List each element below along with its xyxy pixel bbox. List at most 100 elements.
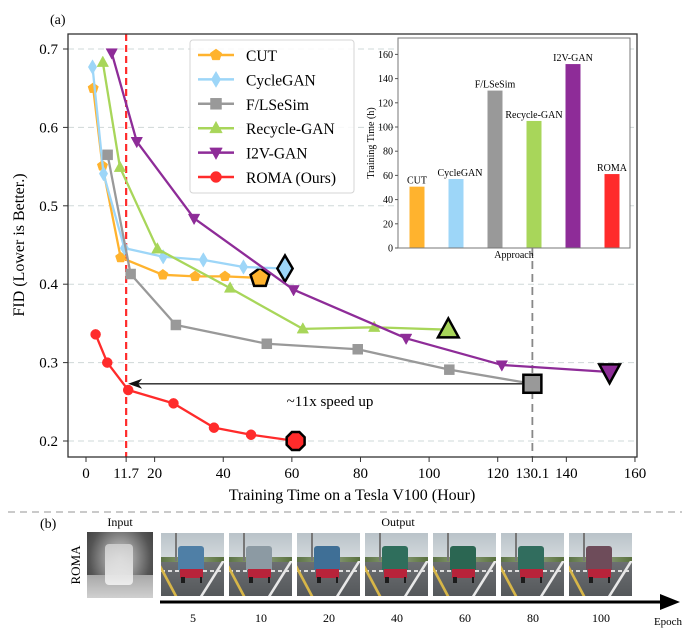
final-point-marker [249,266,271,288]
thumb-truck-body [246,545,273,570]
thumb-pole [310,533,313,562]
epoch-label: 20 [323,611,335,625]
thumb-truck-chassis [451,568,475,578]
row-label: ROMA [68,545,83,585]
legend-swatch-marker [211,70,221,88]
speedup-arrowhead [128,378,143,389]
series-recycle-gan [96,55,461,339]
data-point-marker [287,285,300,297]
input-thermal-image [87,532,153,598]
output-thumbnail-epoch-10 [228,532,293,597]
thumb-truck-chassis [383,568,407,578]
x-tick-label: 11.7 [113,466,139,482]
inset-y-tick-label: 60 [383,171,393,182]
data-point-marker [90,329,101,340]
x-tick-label: 60 [284,466,299,482]
bar-cut [409,186,425,248]
data-point-marker [399,333,413,346]
main-series-group [87,48,623,452]
inset-y-tick-label: 40 [383,195,393,206]
bar-label-roma: ROMA [597,163,628,174]
x-tick-label: 20 [147,466,162,482]
series-f-lsesim [102,149,543,395]
thumb-truck-chassis [315,568,339,578]
thumb-pole [446,533,449,562]
output-thumbnail-epoch-100 [568,532,633,597]
input-truck [105,543,134,585]
y-tick-label: 0.3 [39,356,58,372]
bar-cyclegan [448,179,464,248]
data-point-marker [115,251,127,263]
bar-label-i2v-gan: I2V-GAN [553,53,593,64]
y-axis-ticks: 0.2 0.3 0.4 0.5 0.6 0.7 [39,42,68,450]
x-tick-label: 40 [216,466,231,482]
epoch-label: 40 [391,611,403,625]
thumb-truck-chassis [519,568,543,578]
main-axes-frame [67,33,638,458]
epoch-label: 5 [190,611,196,625]
thumb-truck-wheels [520,577,542,583]
final-point-marker [522,373,543,395]
y-tick-label: 0.6 [39,120,58,136]
inset-y-tick-label: 20 [383,219,393,230]
data-point-marker [198,252,208,268]
legend-entry-recycle-gan: Recycle-GAN [198,120,335,138]
series-i2v-gan [105,48,623,386]
legend-label: CUT [246,48,278,65]
legend-swatch-marker [209,48,223,61]
y-tick-label: 0.2 [39,434,58,450]
epoch-axis-label: Epoch [654,616,683,628]
data-point-marker [151,242,164,254]
data-point-marker [238,259,249,275]
thumb-truck-wheels [180,577,202,583]
epoch-label: 80 [527,611,539,625]
legend-entry-cut: CUT [198,48,278,65]
epoch-axis-arrowhead [660,594,680,610]
thumb-truck-body [586,545,613,570]
speedup-text: ~11x speed up [287,394,374,410]
thumb-truck-wheels [588,577,610,583]
thumb-pole [514,533,517,562]
panel-a-label: (a) [50,13,66,28]
x-axis-label: Training Time on a Tesla V100 (Hour) [229,487,476,504]
data-point-marker [102,149,113,161]
epoch-tick-labels: 5 10 20 40 60 80 100 [190,611,610,625]
legend-swatch-marker [210,98,222,110]
epoch-label: 10 [255,611,267,625]
data-point-marker [113,160,127,172]
thumb-pole [582,533,585,562]
data-point-marker [223,281,237,293]
series-roma-ours [90,329,306,452]
thumb-truck-chassis [247,568,271,578]
legend-swatch-marker [210,171,222,183]
inset-y-label: Training Time (h) [366,107,377,178]
legend-entry-i2v-gan: I2V-GAN [198,146,307,163]
bar-i2v-gan [565,64,581,248]
legend-entry-f-lsesim: F/LSeSim [198,97,309,114]
inset-y-ticks: 0 20 40 60 80 100 120 140 160 [378,50,398,255]
x-tick-label: 120 [486,466,509,482]
thumb-pole [378,533,381,562]
data-point-marker [122,384,134,396]
legend-entry-roma-ours: ROMA (Ours) [198,170,336,187]
input-label: Input [107,515,133,529]
thumb-pole [174,533,177,562]
thumb-truck-body [314,545,341,570]
data-point-marker [187,213,201,226]
legend-label: ROMA (Ours) [246,170,336,187]
y-axis-label: FID (Lower is Better.) [11,173,28,316]
y-tick-label: 0.4 [39,277,58,293]
inset-y-tick-label: 140 [378,74,393,85]
thumb-pole [242,533,245,562]
x-tick-label: 100 [418,466,441,482]
series-cut [87,82,271,288]
epoch-label: 60 [459,611,471,625]
data-point-marker [98,165,109,182]
data-point-marker [105,48,118,60]
y-tick-label: 0.5 [39,199,58,215]
inset-y-tick-label: 80 [383,147,393,158]
x-tick-label: 160 [624,466,647,482]
legend-label: CycleGAN [246,72,316,89]
final-point-marker [597,363,623,386]
